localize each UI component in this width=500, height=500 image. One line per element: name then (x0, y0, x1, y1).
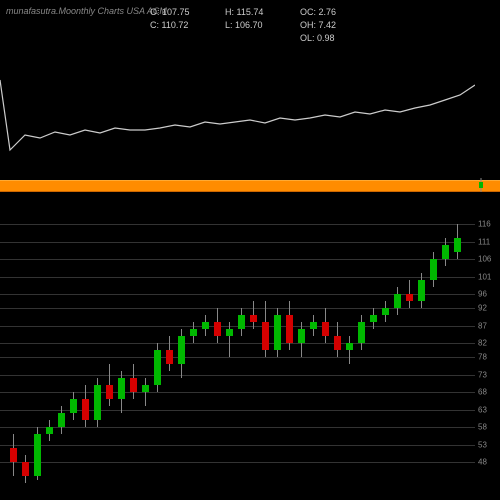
candle (370, 210, 377, 490)
candle (406, 210, 413, 490)
candle (10, 210, 17, 490)
y-axis-label: 48 (478, 458, 498, 467)
candle (46, 210, 53, 490)
candle (382, 210, 389, 490)
y-axis-label: 116 (478, 220, 498, 229)
y-axis-label: 96 (478, 290, 498, 299)
y-axis-label: 82 (478, 339, 498, 348)
chart-title: munafasutra.Moonthly Charts USA ACM (6, 6, 167, 16)
y-axis-label: 53 (478, 440, 498, 449)
y-axis-label: 92 (478, 304, 498, 313)
candle (310, 210, 317, 490)
candle (58, 210, 65, 490)
candle (262, 210, 269, 490)
candle (358, 210, 365, 490)
candle (142, 210, 149, 490)
close-stat: C: 110.72 (150, 19, 225, 32)
candle (130, 210, 137, 490)
candle (394, 210, 401, 490)
open-stat: O: 107.75 (150, 6, 225, 19)
candle (202, 210, 209, 490)
candle (34, 210, 41, 490)
candle (22, 210, 29, 490)
candle (346, 210, 353, 490)
candle (166, 210, 173, 490)
y-axis-label: 78 (478, 353, 498, 362)
candle (226, 210, 233, 490)
y-axis-label: 87 (478, 321, 498, 330)
candle (118, 210, 125, 490)
y-axis-label: 63 (478, 405, 498, 414)
y-axis-label: 106 (478, 255, 498, 264)
high-stat: H: 115.74 (225, 6, 300, 19)
candle (70, 210, 77, 490)
indicator-candle (479, 178, 482, 188)
candle (94, 210, 101, 490)
candle (106, 210, 113, 490)
candle (322, 210, 329, 490)
y-axis-label: 73 (478, 370, 498, 379)
candle (454, 210, 461, 490)
y-axis-label: 101 (478, 272, 498, 281)
low-stat: L: 106.70 (225, 19, 300, 32)
oh-stat: OH: 7.42 (300, 19, 355, 32)
candle (238, 210, 245, 490)
candle (154, 210, 161, 490)
candle (442, 210, 449, 490)
candle (214, 210, 221, 490)
candle (286, 210, 293, 490)
candle (190, 210, 197, 490)
candle (250, 210, 257, 490)
candle (298, 210, 305, 490)
y-axis-label: 58 (478, 423, 498, 432)
candle (430, 210, 437, 490)
candle (82, 210, 89, 490)
line-chart (0, 40, 475, 175)
oc-stat: OC: 2.76 (300, 6, 355, 19)
candle (178, 210, 185, 490)
candlestick-chart (0, 210, 475, 490)
candle (334, 210, 341, 490)
y-axis-label: 111 (478, 237, 498, 246)
candle (274, 210, 281, 490)
divider-band (0, 180, 500, 192)
y-axis-label: 68 (478, 388, 498, 397)
candle (418, 210, 425, 490)
